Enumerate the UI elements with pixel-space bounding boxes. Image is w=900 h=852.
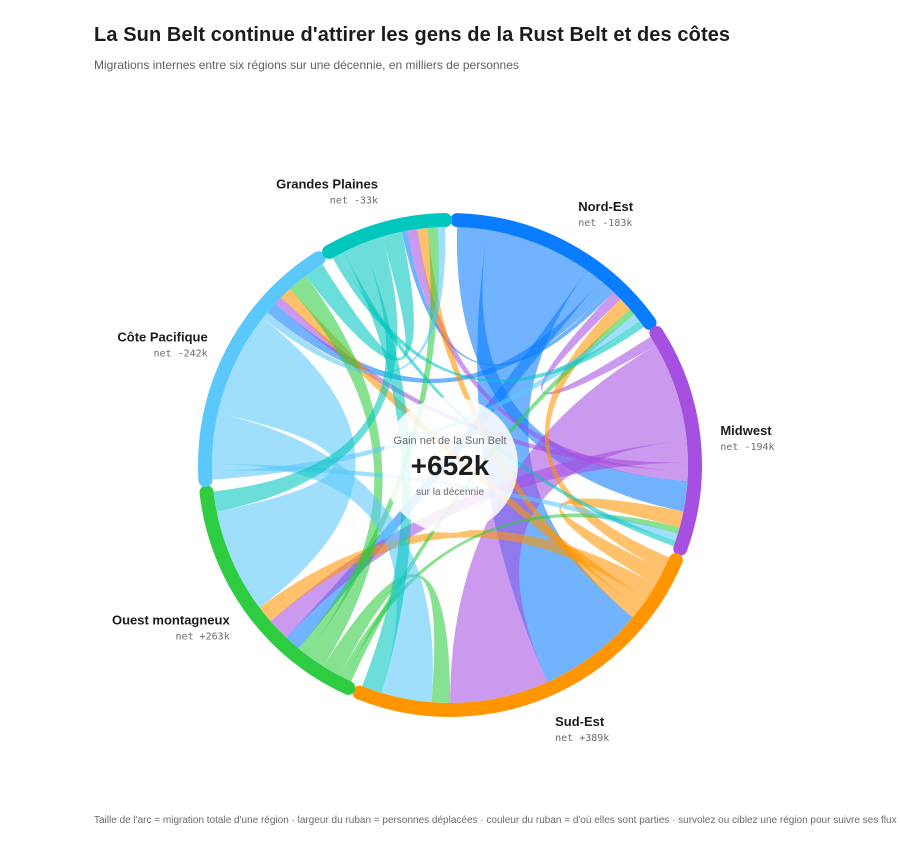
region-arc-0[interactable] <box>450 213 657 330</box>
chart-title: La Sun Belt continue d'attirer les gens … <box>94 24 731 46</box>
ribbon-5-to-0 <box>332 254 644 383</box>
ribbon-1-to-2 <box>450 345 687 703</box>
chart-footnote: Taille de l'arc = migration totale d'une… <box>94 815 897 826</box>
ribbon-2-to-3 <box>259 530 656 622</box>
ribbon-4-to-3 <box>216 318 356 608</box>
region-label-4: Côte Pacifique <box>117 329 207 344</box>
region-label-5: Grandes Plaines <box>276 177 378 192</box>
region-label-1: Midwest <box>720 423 772 438</box>
region-net-2: net +389k <box>555 733 609 744</box>
region-net-4: net -242k <box>154 348 208 359</box>
center-value: +652k <box>411 450 490 481</box>
ribbon-1-to-0 <box>541 291 656 395</box>
region-net-5: net -33k <box>330 196 378 207</box>
ribbon-3-to-2 <box>323 574 451 704</box>
region-arc-4[interactable] <box>198 251 326 488</box>
chart-subtitle: Migrations internes entre six régions su… <box>94 58 519 72</box>
ribbon-5-to-3 <box>213 236 398 512</box>
ribbon-0-to-4 <box>267 280 610 384</box>
center-sub: sur la décennie <box>416 487 484 498</box>
region-arc-5[interactable] <box>322 213 453 259</box>
ribbon-2-to-1 <box>559 498 684 585</box>
region-net-1: net -194k <box>720 442 774 453</box>
region-arc-3[interactable] <box>199 485 356 695</box>
center-label: Gain net de la Sun Belt <box>393 435 506 447</box>
center-disc <box>382 397 518 533</box>
region-label-0: Nord-Est <box>578 199 634 214</box>
ribbon-1-to-3 <box>270 440 688 638</box>
region-arc-2[interactable] <box>352 553 683 717</box>
center-summary: Gain net de la Sun Belt +652k sur la déc… <box>382 397 518 533</box>
region-label-3: Ouest montagneux <box>112 613 231 628</box>
ribbon-5-to-4 <box>305 231 414 361</box>
region-net-0: net -183k <box>578 218 632 229</box>
region-label-2: Sud-Est <box>555 714 605 729</box>
region-net-3: net +263k <box>176 632 230 643</box>
region-labels-layer: Nord-Est net -183k Midwest net -194k Sud-Est… <box>112 177 775 744</box>
arcs-layer <box>198 213 702 717</box>
region-arc-1[interactable] <box>649 325 702 556</box>
